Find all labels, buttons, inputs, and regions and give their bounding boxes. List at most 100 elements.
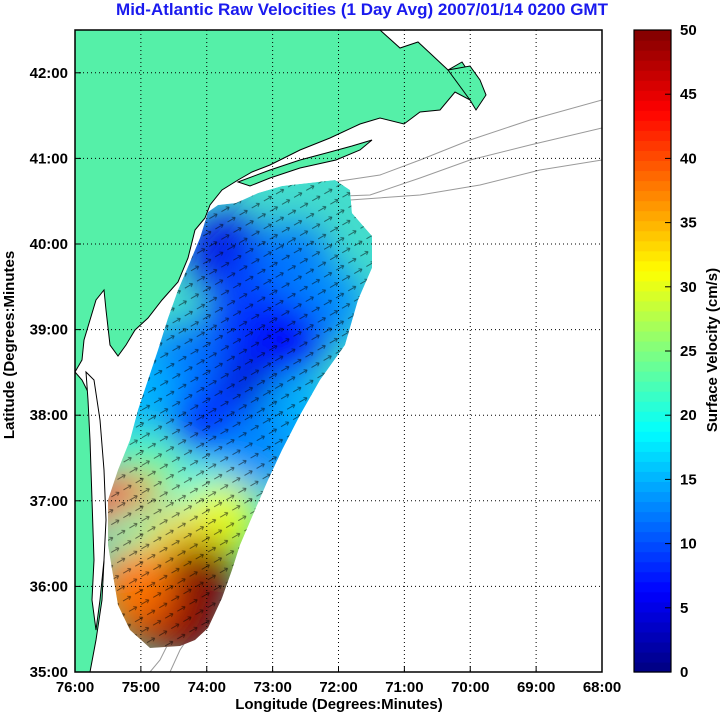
y-tick-label: 37:00	[30, 493, 68, 510]
colorbar-band	[634, 190, 671, 202]
colorbar-band	[634, 90, 671, 101]
x-tick-label: 73:00	[253, 679, 291, 696]
colorbar-band	[634, 220, 671, 232]
y-tick-label: 39:00	[30, 322, 68, 339]
colorbar-band	[634, 320, 671, 332]
colorbar-band	[634, 661, 671, 673]
colorbar-band	[634, 70, 671, 81]
colorbar-band	[634, 631, 671, 643]
colorbar-tick-label: 0	[680, 664, 688, 681]
colorbar-band	[634, 571, 671, 583]
colorbar-band	[634, 351, 671, 362]
y-tick-label: 35:00	[30, 664, 68, 681]
colorbar-band	[634, 541, 671, 553]
colorbar-tick-label: 30	[680, 279, 697, 296]
colorbar-band	[634, 50, 671, 61]
colorbar-band	[634, 110, 671, 121]
colorbar-band	[634, 401, 671, 412]
colorbar-label: Surface Velocity (cm/s)	[704, 268, 721, 432]
colorbar-band	[634, 481, 671, 493]
x-axis-ticks: 76:00 75:00 74:00 73:00 72:00 71:00 70:00 69:00…	[56, 666, 621, 696]
colorbar-tick-label: 15	[680, 471, 697, 488]
y-tick-label: 40:00	[30, 236, 68, 253]
x-tick-label: 75:00	[122, 679, 160, 696]
colorbar-band	[634, 491, 671, 503]
colorbar-band	[634, 561, 671, 573]
colorbar-band	[634, 240, 671, 252]
colorbar-tick-label: 25	[680, 343, 697, 360]
colorbar-band	[634, 421, 671, 432]
x-tick-label: 70:00	[451, 679, 489, 696]
colorbar-band	[634, 591, 671, 603]
colorbar-tick-label: 35	[680, 215, 697, 232]
colorbar-band	[634, 441, 671, 452]
x-axis-label: Longitude (Degrees:Minutes)	[235, 696, 443, 713]
colorbar-band	[634, 371, 671, 382]
colorbar-band	[634, 391, 671, 402]
colorbar-band	[634, 210, 671, 222]
y-axis-label: Latitude (Degrees:Minutes	[1, 251, 18, 439]
colorbar-band	[634, 280, 671, 292]
colorbar-band	[634, 461, 671, 472]
x-tick-label: 72:00	[319, 679, 357, 696]
colorbar-band	[634, 521, 671, 533]
colorbar-ticks: 0 5 10 15 20 25 30 35 40 45 50	[665, 22, 697, 681]
colorbar-band	[634, 451, 671, 462]
long-island	[236, 139, 373, 187]
colorbar-band	[634, 80, 671, 91]
colorbar-tick-label: 10	[680, 536, 697, 553]
colorbar-band	[634, 120, 671, 131]
colorbar-band	[634, 471, 671, 483]
x-tick-label: 76:00	[56, 679, 94, 696]
y-tick-label: 41:00	[30, 150, 68, 167]
colorbar-tick-label: 40	[680, 150, 697, 167]
colorbar-band	[634, 270, 671, 282]
colorbar-tick-label: 45	[680, 86, 697, 103]
x-tick-label: 74:00	[188, 679, 226, 696]
x-tick-label: 68:00	[583, 679, 621, 696]
colorbar-band	[634, 260, 671, 272]
colorbar-band	[634, 130, 671, 141]
colorbar-band	[634, 310, 671, 322]
colorbar-band	[634, 381, 671, 392]
colorbar-band	[634, 651, 671, 663]
colorbar-band	[634, 250, 671, 262]
colorbar-band	[634, 200, 671, 212]
colorbar-band	[634, 40, 671, 51]
colorbar-band	[634, 300, 671, 312]
colorbar-band	[634, 160, 671, 172]
y-tick-label: 36:00	[30, 578, 68, 595]
colorbar-band	[634, 431, 671, 442]
colorbar-band	[634, 581, 671, 593]
colorbar-band	[634, 330, 671, 342]
colorbar-tick-label: 20	[680, 407, 697, 424]
colorbar-band	[634, 361, 671, 372]
colorbar-band	[634, 100, 671, 111]
colorbar-band	[634, 511, 671, 523]
colorbar-band	[634, 340, 671, 352]
chart-title: Mid-Atlantic Raw Velocities (1 Day Avg) …	[116, 0, 608, 19]
colorbar-band	[634, 140, 671, 151]
colorbar-band	[634, 290, 671, 302]
bathymetry-contours	[149, 99, 602, 672]
colorbar-band	[634, 641, 671, 653]
colorbar-tick-label: 5	[680, 600, 688, 617]
colorbar-band	[634, 180, 671, 192]
colorbar-band	[634, 30, 671, 41]
colorbar-band	[634, 621, 671, 633]
colorbar-band	[634, 611, 671, 623]
colorbar	[634, 30, 671, 673]
x-tick-label: 71:00	[385, 679, 423, 696]
colorbar-band	[634, 601, 671, 613]
y-tick-label: 38:00	[30, 407, 68, 424]
colorbar-band	[634, 551, 671, 563]
colorbar-band	[634, 60, 671, 71]
y-axis-ticks: 35:00 36:00 37:00 38:00 39:00 40:00 41:00 42:00	[30, 65, 81, 681]
colorbar-band	[634, 230, 671, 242]
colorbar-band	[634, 501, 671, 513]
colorbar-band	[634, 170, 671, 182]
x-tick-label: 69:00	[517, 679, 555, 696]
y-tick-label: 42:00	[30, 65, 68, 82]
colorbar-band	[634, 411, 671, 422]
